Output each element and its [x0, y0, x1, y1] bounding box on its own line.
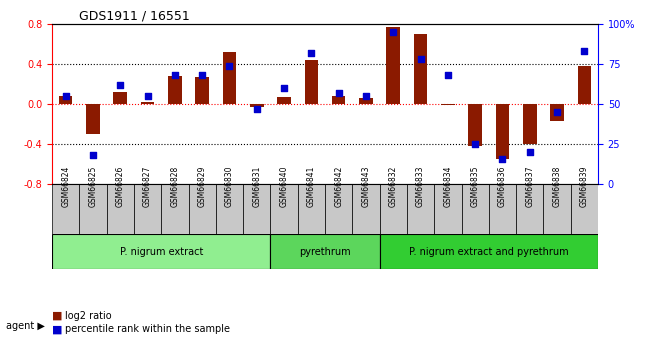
- Text: percentile rank within the sample: percentile rank within the sample: [65, 325, 230, 334]
- Text: GDS1911 / 16551: GDS1911 / 16551: [79, 10, 190, 23]
- FancyBboxPatch shape: [516, 184, 543, 234]
- Text: ■: ■: [52, 311, 62, 321]
- Point: [115, 82, 125, 88]
- Text: GSM66840: GSM66840: [280, 165, 289, 207]
- Text: GSM66830: GSM66830: [225, 165, 234, 207]
- Text: ■: ■: [52, 325, 62, 334]
- FancyBboxPatch shape: [571, 184, 598, 234]
- Point: [443, 72, 453, 78]
- Point: [579, 49, 590, 54]
- Text: GSM66838: GSM66838: [552, 165, 562, 207]
- Text: P. nigrum extract and pyrethrum: P. nigrum extract and pyrethrum: [409, 247, 569, 257]
- FancyBboxPatch shape: [134, 184, 161, 234]
- Point: [224, 63, 235, 69]
- FancyBboxPatch shape: [325, 184, 352, 234]
- Bar: [114, 92, 127, 104]
- Bar: [168, 76, 182, 104]
- Text: log2 ratio: log2 ratio: [65, 311, 112, 321]
- Point: [525, 149, 535, 155]
- Point: [279, 85, 289, 91]
- FancyBboxPatch shape: [52, 184, 79, 234]
- Point: [388, 29, 398, 35]
- FancyBboxPatch shape: [380, 184, 407, 234]
- Point: [88, 152, 98, 158]
- Bar: [196, 77, 209, 104]
- Point: [170, 72, 180, 78]
- Text: GSM66841: GSM66841: [307, 165, 316, 207]
- Text: GSM66843: GSM66843: [361, 165, 370, 207]
- Text: GSM66826: GSM66826: [116, 165, 125, 207]
- FancyBboxPatch shape: [216, 184, 243, 234]
- Text: GSM66824: GSM66824: [61, 165, 70, 207]
- Bar: [304, 60, 318, 104]
- Bar: [86, 104, 100, 134]
- FancyBboxPatch shape: [107, 184, 134, 234]
- FancyBboxPatch shape: [462, 184, 489, 234]
- Text: GSM66842: GSM66842: [334, 165, 343, 207]
- Text: GSM66835: GSM66835: [471, 165, 480, 207]
- Bar: [550, 104, 564, 121]
- Text: GSM66834: GSM66834: [443, 165, 452, 207]
- FancyBboxPatch shape: [298, 184, 325, 234]
- FancyBboxPatch shape: [52, 234, 270, 269]
- Bar: [523, 104, 537, 144]
- Bar: [332, 96, 346, 104]
- Bar: [577, 66, 592, 104]
- Text: GSM66831: GSM66831: [252, 165, 261, 207]
- Text: GSM66828: GSM66828: [170, 165, 179, 207]
- FancyBboxPatch shape: [434, 184, 462, 234]
- FancyBboxPatch shape: [188, 184, 216, 234]
- Text: GSM66836: GSM66836: [498, 165, 507, 207]
- Point: [60, 93, 71, 99]
- Point: [333, 90, 344, 96]
- Point: [252, 106, 262, 112]
- Point: [415, 57, 426, 62]
- Bar: [222, 52, 237, 104]
- Text: GSM66833: GSM66833: [416, 165, 425, 207]
- Point: [552, 109, 562, 115]
- Text: GSM66839: GSM66839: [580, 165, 589, 207]
- Bar: [59, 96, 73, 104]
- Point: [142, 93, 153, 99]
- Text: GSM66837: GSM66837: [525, 165, 534, 207]
- Text: GSM66827: GSM66827: [143, 165, 152, 207]
- Text: GSM66829: GSM66829: [198, 165, 207, 207]
- FancyBboxPatch shape: [270, 184, 298, 234]
- Bar: [359, 98, 373, 104]
- Bar: [141, 102, 155, 104]
- Bar: [495, 104, 510, 159]
- Point: [497, 156, 508, 161]
- Point: [470, 141, 480, 147]
- Bar: [414, 34, 428, 104]
- Bar: [250, 104, 264, 107]
- FancyBboxPatch shape: [407, 184, 434, 234]
- FancyBboxPatch shape: [270, 234, 380, 269]
- Text: GSM66832: GSM66832: [389, 165, 398, 207]
- FancyBboxPatch shape: [79, 184, 107, 234]
- Point: [361, 93, 371, 99]
- FancyBboxPatch shape: [352, 184, 380, 234]
- Bar: [278, 97, 291, 104]
- FancyBboxPatch shape: [543, 184, 571, 234]
- Text: GSM66825: GSM66825: [88, 165, 98, 207]
- FancyBboxPatch shape: [489, 184, 516, 234]
- FancyBboxPatch shape: [243, 184, 270, 234]
- Text: agent ▶: agent ▶: [6, 321, 46, 331]
- Bar: [468, 104, 482, 146]
- FancyBboxPatch shape: [161, 184, 188, 234]
- Point: [197, 72, 207, 78]
- FancyBboxPatch shape: [380, 234, 598, 269]
- Point: [306, 50, 317, 56]
- Bar: [387, 27, 400, 104]
- Text: pyrethrum: pyrethrum: [299, 247, 351, 257]
- Bar: [441, 104, 454, 105]
- Text: P. nigrum extract: P. nigrum extract: [120, 247, 203, 257]
